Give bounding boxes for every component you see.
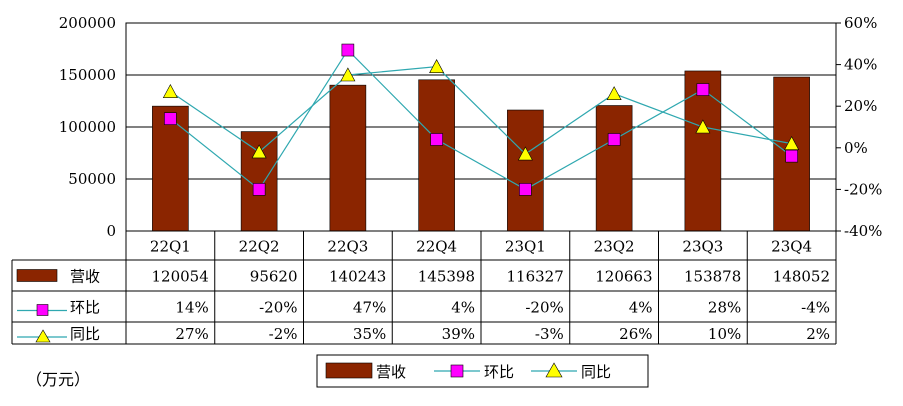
legend-label: 同比 — [581, 363, 611, 381]
marker-同比-22Q4 — [429, 59, 445, 73]
table-cell-同比-22Q3: 35% — [353, 325, 386, 343]
table-cell-环比-23Q1: -20% — [525, 299, 563, 317]
legend-label: 营收 — [376, 363, 406, 381]
table-cell-环比-23Q4: -4% — [801, 299, 830, 317]
table-cell-同比-23Q1: -3% — [535, 325, 564, 343]
table-cell-环比-22Q1: 14% — [175, 299, 208, 317]
y-right-tick: 40% — [844, 56, 877, 74]
table-cell-营收-23Q3: 153878 — [684, 268, 741, 286]
marker-环比-22Q2 — [252, 183, 266, 196]
line-同比 — [170, 66, 792, 155]
bar-23Q2 — [595, 105, 633, 232]
table-cell-同比-23Q4: 2% — [806, 325, 830, 343]
table-cell-营收-23Q1: 116327 — [506, 268, 563, 286]
marker-环比-22Q1 — [164, 112, 177, 125]
y-right-tick: -20% — [844, 180, 882, 198]
table-cell-环比-22Q4: 4% — [451, 299, 475, 317]
y-left-tick: 0 — [106, 222, 116, 240]
table-cell-同比-23Q3: 10% — [708, 325, 741, 343]
table-cell-环比-22Q2: -20% — [259, 299, 297, 317]
table-cell-同比-22Q1: 27% — [175, 325, 208, 343]
y-right-tick: 20% — [844, 97, 877, 115]
table-cell-环比-23Q2: 4% — [629, 299, 653, 317]
legend-key-营收 — [325, 362, 373, 379]
table-cell-营收-23Q4: 148052 — [773, 268, 830, 286]
table-series-name: 营收 — [70, 268, 100, 286]
line-环比 — [170, 49, 792, 191]
bar-22Q1 — [152, 105, 189, 232]
marker-同比-22Q3 — [340, 67, 356, 82]
y-left-tick: 200000 — [59, 14, 116, 32]
x-tick-label: 22Q3 — [327, 238, 368, 256]
table-cell-环比-23Q3: 28% — [708, 299, 741, 317]
x-tick-label: 22Q4 — [416, 238, 457, 256]
marker-环比-23Q1 — [519, 183, 532, 196]
x-tick-label: 22Q2 — [239, 238, 280, 256]
marker-环比-23Q2 — [607, 133, 621, 146]
table-cell-营收-22Q2: 95620 — [250, 268, 298, 286]
marker-环比-22Q3 — [341, 43, 355, 57]
table-key-marker-环比 — [36, 304, 49, 316]
marker-同比-23Q3 — [695, 119, 711, 134]
y-left-tick: 100000 — [59, 118, 116, 136]
legend-key-marker-同比 — [545, 362, 563, 378]
marker-同比-23Q2 — [606, 86, 622, 101]
marker-同比-22Q2 — [251, 144, 267, 159]
marker-同比-22Q1 — [162, 84, 178, 98]
x-tick-label: 23Q1 — [505, 238, 546, 256]
table-key-营收 — [16, 269, 58, 282]
y-right-tick: -40% — [844, 222, 882, 240]
bar-22Q4 — [418, 79, 455, 232]
bar-23Q3 — [684, 70, 722, 232]
legend-label: 环比 — [484, 363, 514, 381]
table-key-marker-同比 — [35, 329, 51, 343]
table-cell-同比-22Q4: 39% — [442, 325, 475, 343]
x-tick-label: 23Q2 — [594, 238, 635, 256]
table-cell-同比-22Q2: -2% — [269, 325, 298, 343]
table-cell-同比-23Q2: 26% — [619, 325, 652, 343]
bar-22Q3 — [329, 84, 367, 232]
table-cell-营收-23Q2: 120663 — [595, 268, 652, 286]
y-left-tick: 150000 — [59, 66, 116, 84]
marker-同比-23Q4 — [784, 136, 800, 150]
table-series-name: 同比 — [70, 325, 100, 343]
legend-key-marker-环比 — [450, 364, 464, 378]
table-series-name: 环比 — [70, 299, 100, 317]
table-cell-营收-22Q3: 140243 — [329, 268, 386, 286]
x-tick-label: 22Q1 — [150, 238, 191, 256]
marker-环比-23Q4 — [785, 149, 798, 163]
bar-23Q1 — [507, 109, 544, 232]
unit-label: （万元） — [26, 370, 91, 389]
y-left-tick: 50000 — [68, 170, 116, 188]
marker-环比-22Q4 — [430, 133, 443, 146]
marker-同比-23Q1 — [517, 146, 533, 161]
table-cell-营收-22Q4: 145398 — [418, 268, 475, 286]
table-cell-营收-22Q1: 120054 — [151, 268, 208, 286]
y-right-tick: 60% — [844, 14, 877, 32]
marker-环比-23Q3 — [696, 83, 710, 96]
y-right-tick: 0% — [844, 139, 868, 157]
x-tick-label: 23Q4 — [771, 238, 812, 256]
x-tick-label: 23Q3 — [682, 238, 723, 256]
table-cell-环比-22Q3: 47% — [353, 299, 386, 317]
